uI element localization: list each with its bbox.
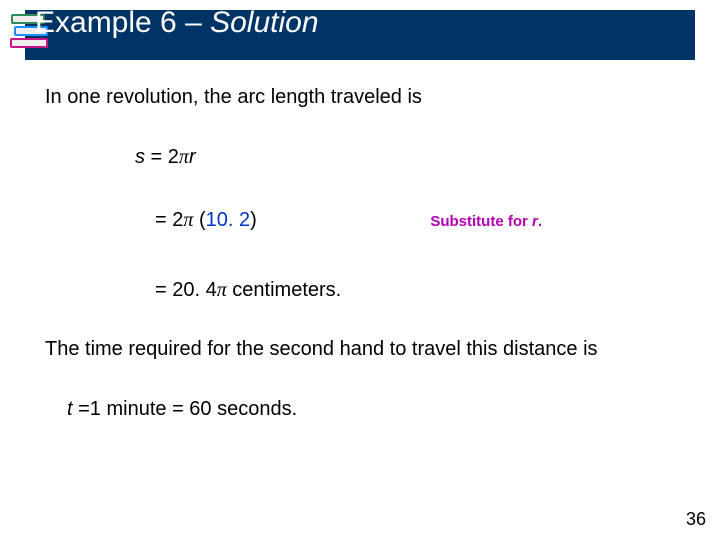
para-2: The time required for the second hand to… bbox=[45, 337, 685, 363]
equation-2: = 2π (10. 2) Substitute for r. bbox=[155, 208, 685, 234]
eq1-pi: π bbox=[179, 146, 189, 168]
equation-1: s = 2πr bbox=[135, 145, 685, 171]
eq2-pi: π bbox=[183, 209, 193, 231]
eq1-var-r: r bbox=[189, 146, 196, 168]
eq3-eq: = 20. 4 bbox=[155, 279, 217, 301]
page-number: 36 bbox=[686, 509, 706, 530]
eq2-ann-prefix: Substitute for bbox=[430, 213, 532, 230]
equation-3: = 20. 4π centimeters. bbox=[155, 278, 685, 304]
slide-title: Example 6 – Solution bbox=[35, 6, 319, 40]
t-rest: =1 minute = 60 seconds. bbox=[73, 398, 298, 420]
eq1-var-s: s bbox=[135, 146, 145, 168]
eq1-eq: = 2 bbox=[145, 146, 179, 168]
title-italic: Solution bbox=[210, 6, 318, 39]
title-prefix: Example 6 – bbox=[35, 6, 210, 39]
eq2-value: 10. 2 bbox=[206, 209, 250, 231]
eq2-close: ) bbox=[250, 209, 257, 231]
eq3-rest: centimeters. bbox=[227, 279, 341, 301]
eq2-ann-suffix: . bbox=[538, 213, 542, 230]
eq2-eq: = 2 bbox=[155, 209, 183, 231]
equation-t: t =1 minute = 60 seconds. bbox=[67, 397, 685, 423]
eq3-pi: π bbox=[217, 279, 227, 301]
eq2-open: ( bbox=[193, 209, 205, 231]
intro-text: In one revolution, the arc length travel… bbox=[45, 85, 685, 111]
slide: { "colors": { "banner_bg": "#003366", "t… bbox=[0, 0, 720, 540]
slide-body: In one revolution, the arc length travel… bbox=[45, 85, 685, 423]
eq2-annotation: Substitute for r. bbox=[430, 212, 542, 231]
